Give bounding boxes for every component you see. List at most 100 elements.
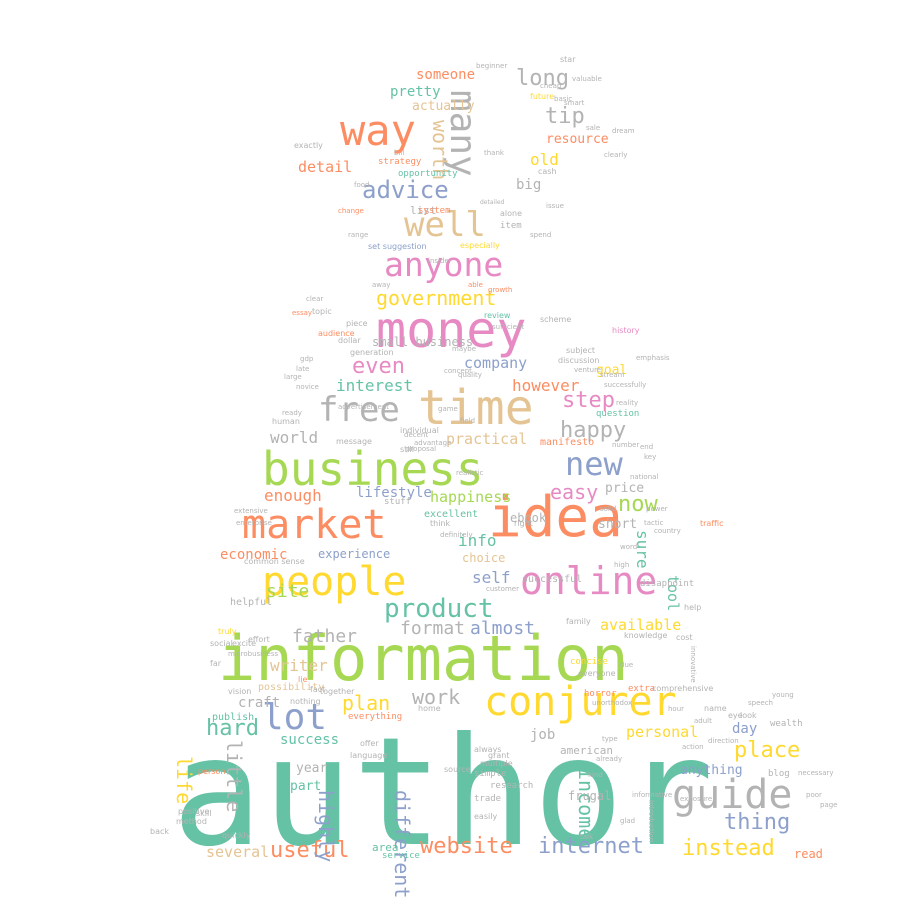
word-hour: hour <box>668 705 685 713</box>
word-page: page <box>820 801 838 809</box>
word-range: range <box>348 231 369 239</box>
word-clearly: clearly <box>604 151 628 159</box>
word-format: format <box>400 618 466 639</box>
word-dream: dream <box>612 127 635 135</box>
word-several: several <box>206 843 270 861</box>
word-short: short <box>598 517 638 532</box>
word-part: part <box>290 779 322 794</box>
word-big: big <box>516 177 542 193</box>
word-thing: thing <box>724 810 791 835</box>
word-advice: advice <box>362 176 449 204</box>
word-change: change <box>338 207 364 215</box>
word-blog: blog <box>768 769 790 779</box>
word-anyone: anyone <box>384 245 504 284</box>
word-national: national <box>630 473 659 481</box>
word-almost: almost <box>470 618 536 639</box>
word-multiple: multiple <box>480 759 513 768</box>
word-choice: choice <box>462 551 506 565</box>
word-easy: easy <box>550 480 599 504</box>
word-free: free <box>318 390 400 430</box>
word-government: government <box>376 286 497 310</box>
word-insider: insider <box>428 257 452 265</box>
word-success: success <box>280 732 340 748</box>
word-everyone: everyone <box>578 669 616 678</box>
word-horror: horror <box>584 689 617 699</box>
word-site: site <box>266 581 310 602</box>
word-think: think <box>430 519 451 528</box>
word-successful: successful <box>522 574 583 585</box>
word-disappoint: disappoint <box>640 579 695 589</box>
word-due: due <box>620 661 634 669</box>
word-system: system <box>418 206 451 216</box>
word-effort: effort <box>248 635 270 644</box>
word-everything: everything <box>348 712 403 722</box>
word-poor: poor <box>806 791 822 799</box>
word-able: able <box>468 281 483 289</box>
word-resource: resource <box>546 132 609 147</box>
word-especially: especially <box>460 241 500 250</box>
word-conjurer: conjurer <box>484 679 677 725</box>
word-alone: alone <box>500 209 523 218</box>
word-lot: lot <box>262 697 328 738</box>
word-people: people <box>262 559 407 605</box>
word-future: future <box>530 92 555 101</box>
word-stream: stream <box>600 371 625 379</box>
word-internet: internet <box>538 834 644 859</box>
word-money: money <box>376 301 527 359</box>
word-spend: spend <box>530 231 552 239</box>
word-plan: plan <box>342 691 391 715</box>
word-day: day <box>732 721 758 737</box>
word-place: place <box>734 738 801 763</box>
word-online: online <box>520 559 658 603</box>
word-pretty: pretty <box>390 84 441 100</box>
word-eye: eye <box>728 711 743 720</box>
word-enterprise: enterprise <box>236 519 272 527</box>
word-lifestyle: lifestyle <box>356 485 432 501</box>
word-price: price <box>605 481 645 496</box>
word-country: country <box>654 527 681 535</box>
word-together: together <box>320 687 355 696</box>
word-review: review <box>484 311 511 320</box>
word-valuable: valuable <box>572 75 602 83</box>
word-strategy: strategy <box>378 157 422 167</box>
word-well: well <box>404 205 486 245</box>
word-anything: anything <box>680 763 743 778</box>
word-extensive: extensive <box>234 507 268 515</box>
word-enough: enough <box>264 486 322 505</box>
word-info: info <box>458 531 497 550</box>
word-help: help <box>684 603 702 612</box>
word-ebook: ebook <box>510 511 547 525</box>
word-star: star <box>560 55 576 64</box>
word-power: power <box>646 505 668 513</box>
word-human: human <box>272 417 300 426</box>
word-product: product <box>384 594 494 624</box>
word-stuff: stuff <box>384 497 412 507</box>
word-research: research <box>490 781 534 791</box>
word-proposal: proposal <box>406 445 437 453</box>
word-truly: truly <box>218 627 237 636</box>
word-advantage: advantage <box>414 439 452 447</box>
word-however: however <box>512 376 580 395</box>
word-individual: individual <box>400 426 439 435</box>
word-high: high <box>614 561 630 569</box>
word-vision: vision <box>228 687 252 696</box>
word-key: key <box>644 453 657 461</box>
word-name: name <box>704 704 727 713</box>
word-bill: bill <box>394 149 405 157</box>
word-field: field <box>460 417 476 425</box>
word-innovative: innovative <box>689 646 697 683</box>
word-happy: happy <box>560 418 627 443</box>
word-common-sense: common sense <box>244 557 305 566</box>
word-idea: idea <box>488 485 623 550</box>
word-issue: issue <box>546 202 564 210</box>
word-detail: detail <box>298 158 353 176</box>
word-comprehensive: comprehensive <box>652 684 714 693</box>
word-exactly: exactly <box>294 141 323 150</box>
word-scheme: scheme <box>540 315 572 324</box>
word-life: life <box>172 756 196 805</box>
word-useful: useful <box>270 838 350 863</box>
word-right: right <box>514 519 533 528</box>
word-excellent: excellent <box>424 509 479 520</box>
word-away: away <box>372 281 391 289</box>
